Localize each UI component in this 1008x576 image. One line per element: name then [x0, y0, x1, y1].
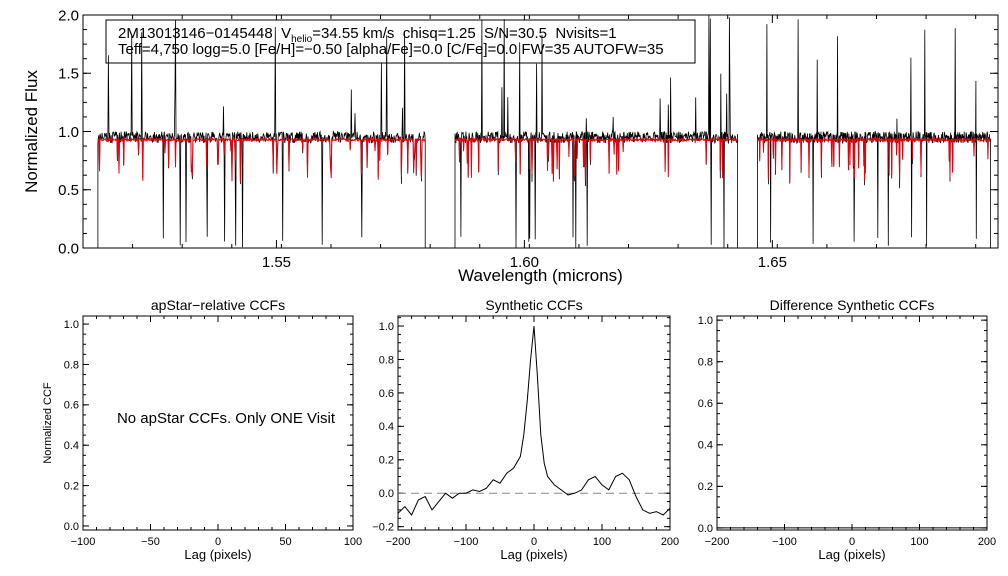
- x-axis-label: Lag (pixels): [184, 547, 251, 562]
- spectrum-model-line: [454, 136, 739, 182]
- y-tick-label: 0.4: [698, 440, 713, 452]
- y-tick-label: 2.0: [58, 7, 79, 24]
- y-tick-label: 0.2: [698, 481, 713, 493]
- y-tick-label: 0.0: [698, 523, 713, 535]
- chisq: chisq=1.25: [402, 25, 476, 42]
- synthetic-ccf-line: [397, 325, 671, 516]
- synthetic-ccf-panel: −200 −100 0 100 200 −0.2 0.0 0.2 0.4 0.6 0.8 1.0 Lag…: [372, 297, 679, 562]
- y-tick-label: 0.5: [58, 182, 79, 199]
- annotation-box: [105, 19, 696, 64]
- y-tick-label: 1.0: [64, 319, 79, 331]
- y-tick-label: 0.4: [64, 440, 79, 452]
- y-tick-label: 0.2: [64, 480, 79, 492]
- x-tick-label: 100: [910, 536, 928, 548]
- y-tick-label: 0.8: [379, 354, 394, 366]
- y-tick-label: 1.0: [58, 124, 79, 141]
- y-tick-label: 0.6: [379, 388, 394, 400]
- annotation-line-1: 2M13013146−0145448 Vhelio=34.55 km/s chi…: [118, 26, 617, 48]
- x-tick-label: −50: [141, 536, 160, 548]
- panel-title: Synthetic CCFs: [485, 297, 582, 313]
- y-axis-label: Normalized CCF: [42, 382, 54, 464]
- y-tick-label: 0.0: [64, 521, 79, 533]
- x-tick-label: 1.65: [758, 254, 787, 271]
- y-tick-label: 1.0: [379, 321, 394, 333]
- no-ccf-message: No apStar CCFs. Only ONE Visit: [117, 410, 336, 427]
- x-tick-label: −200: [705, 536, 730, 548]
- spectrum-observed-line: [757, 19, 991, 248]
- y-tick-label: 0.8: [64, 359, 79, 371]
- y-tick-label: 0.8: [698, 357, 713, 369]
- x-tick-label: 50: [279, 536, 291, 548]
- snr: S/N=30.5: [484, 25, 548, 42]
- x-axis-label: Wavelength (microns): [458, 266, 623, 285]
- annotation-line-2: Teff=4,750 logg=5.0 [Fe/H]=−0.50 [alpha/…: [118, 41, 664, 58]
- v-sub: helio: [291, 34, 313, 45]
- x-tick-label: 0: [849, 536, 855, 548]
- plot-frame: [716, 315, 988, 531]
- star-id: 2M13013146−0145448: [118, 25, 273, 42]
- x-tick-label: 0: [531, 536, 537, 548]
- x-tick-label: 100: [593, 536, 611, 548]
- x-tick-label: 1.55: [262, 254, 291, 271]
- y-tick-label: 1.0: [698, 315, 713, 327]
- nvisits: Nvisits=1: [555, 25, 617, 42]
- spectrum-observed-line: [454, 15, 738, 248]
- y-axis-label: Normalized Flux: [22, 70, 41, 193]
- x-tick-label: 0: [215, 536, 221, 548]
- x-tick-label: −100: [772, 536, 797, 548]
- panel-title: apStar−relative CCFs: [151, 297, 285, 313]
- x-axis-label: Lag (pixels): [500, 547, 567, 562]
- x-tick-label: 200: [661, 536, 679, 548]
- y-tick-label: 0.0: [379, 488, 394, 500]
- panel-title: Difference Synthetic CCFs: [770, 297, 935, 313]
- x-tick-label: 100: [344, 536, 362, 548]
- spectrum-panel: 1.55 1.60 1.65 0.0 0.5 1.0 1.5 2.0 Wavelength (m…: [22, 7, 999, 285]
- y-tick-label: 0.6: [698, 398, 713, 410]
- y-tick-label: 0.0: [58, 240, 79, 257]
- x-tick-label: −100: [454, 536, 479, 548]
- y-tick-label: −0.2: [372, 522, 394, 534]
- spectrum-model-line: [97, 136, 426, 183]
- y-tick-label: 1.5: [58, 66, 79, 83]
- x-tick-label: −200: [386, 536, 411, 548]
- difference-ccf-panel: −200 −100 0 100 200 0.0 0.2 0.4 0.6 0.8 1.0 Lag (pi…: [698, 297, 996, 562]
- x-tick-label: 200: [978, 536, 996, 548]
- apstar-ccf-panel: −100 −50 0 50 100 0.0 0.2 0.4 0.6 0.8 1.0 Lag (pixe…: [42, 297, 362, 562]
- y-tick-label: 0.4: [379, 421, 394, 433]
- y-tick-label: 0.2: [379, 455, 394, 467]
- x-tick-label: −100: [71, 536, 96, 548]
- v-value: =34.55 km/s: [312, 25, 395, 42]
- y-tick-label: 0.6: [64, 400, 79, 412]
- spectrum-model-line: [757, 136, 992, 181]
- plot-frame: [397, 315, 671, 531]
- v-prefix: V: [281, 25, 292, 42]
- x-axis-label: Lag (pixels): [818, 547, 885, 562]
- x-tick-label: 1.60: [510, 254, 539, 271]
